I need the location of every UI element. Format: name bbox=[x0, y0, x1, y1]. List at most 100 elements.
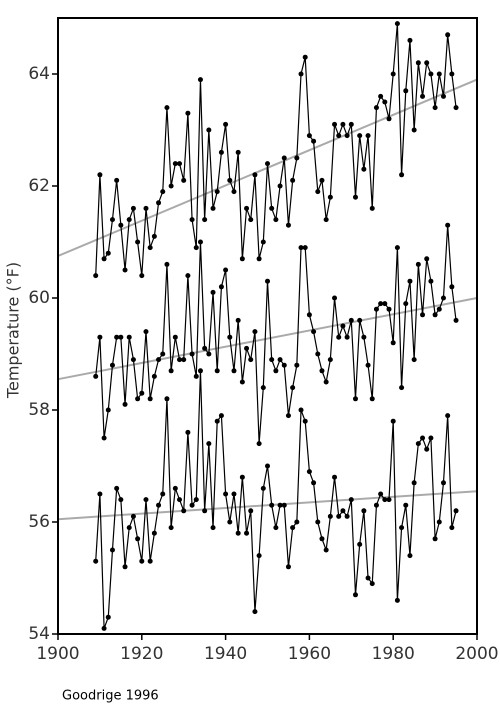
point bbox=[432, 105, 438, 111]
point bbox=[147, 558, 153, 564]
point bbox=[118, 497, 124, 503]
point bbox=[386, 497, 392, 503]
point bbox=[93, 558, 99, 564]
point bbox=[227, 519, 233, 525]
point bbox=[386, 116, 392, 122]
point bbox=[193, 245, 199, 251]
point bbox=[285, 413, 291, 419]
point bbox=[327, 357, 333, 363]
point bbox=[365, 362, 371, 368]
point bbox=[348, 317, 354, 323]
line bbox=[57, 490, 478, 521]
point bbox=[390, 418, 396, 424]
point bbox=[114, 177, 120, 183]
point bbox=[403, 502, 409, 508]
point bbox=[348, 497, 354, 503]
point bbox=[265, 161, 270, 167]
point bbox=[369, 581, 375, 587]
point bbox=[177, 161, 183, 167]
point bbox=[399, 525, 405, 531]
point bbox=[197, 368, 203, 374]
point bbox=[239, 256, 245, 262]
point bbox=[348, 121, 354, 127]
point bbox=[336, 334, 342, 340]
point bbox=[193, 497, 199, 503]
point bbox=[277, 357, 283, 363]
point bbox=[130, 205, 136, 211]
point bbox=[323, 547, 329, 553]
point bbox=[273, 525, 279, 531]
x-tick-label: 1960 bbox=[288, 644, 331, 664]
point bbox=[361, 334, 367, 340]
point bbox=[109, 547, 115, 553]
point bbox=[164, 396, 170, 402]
point bbox=[185, 273, 191, 279]
point bbox=[277, 502, 283, 508]
point bbox=[164, 105, 170, 111]
point bbox=[206, 127, 212, 133]
point bbox=[252, 329, 258, 335]
point bbox=[239, 474, 245, 480]
point bbox=[122, 267, 128, 273]
annotation: Goodrige 1996 bbox=[62, 689, 159, 704]
point bbox=[223, 491, 229, 497]
point bbox=[168, 525, 174, 531]
point bbox=[223, 121, 229, 127]
point bbox=[373, 306, 379, 312]
point bbox=[248, 217, 254, 223]
point bbox=[97, 491, 103, 497]
point bbox=[235, 317, 241, 323]
point bbox=[185, 429, 191, 435]
point bbox=[298, 71, 304, 77]
point bbox=[420, 93, 426, 99]
point bbox=[139, 390, 145, 396]
point bbox=[122, 564, 128, 570]
point bbox=[382, 497, 388, 503]
point bbox=[239, 379, 245, 385]
point bbox=[361, 166, 367, 172]
point bbox=[273, 217, 279, 223]
x-tick-label: 2000 bbox=[455, 644, 498, 664]
point bbox=[327, 194, 333, 200]
point bbox=[340, 121, 346, 127]
point bbox=[109, 362, 115, 368]
point bbox=[97, 334, 103, 340]
point bbox=[369, 396, 375, 402]
point bbox=[101, 625, 107, 631]
point bbox=[386, 306, 392, 312]
point bbox=[294, 155, 300, 161]
line bbox=[95, 225, 457, 444]
point bbox=[449, 284, 455, 290]
point bbox=[269, 357, 275, 363]
point bbox=[93, 373, 99, 379]
point bbox=[428, 278, 434, 284]
point bbox=[147, 245, 153, 251]
point bbox=[285, 564, 291, 570]
point bbox=[420, 435, 426, 441]
point bbox=[382, 99, 388, 105]
point bbox=[122, 401, 128, 407]
point bbox=[407, 278, 413, 284]
point bbox=[315, 189, 321, 195]
point bbox=[256, 441, 262, 447]
point bbox=[252, 609, 258, 615]
point bbox=[118, 334, 124, 340]
y-axis-label: Temperature (°F) bbox=[4, 262, 23, 399]
point bbox=[206, 441, 212, 447]
point bbox=[415, 261, 421, 267]
point bbox=[407, 37, 413, 43]
point bbox=[336, 133, 342, 139]
point bbox=[156, 502, 162, 508]
point bbox=[151, 233, 157, 239]
point bbox=[453, 317, 459, 323]
point bbox=[302, 245, 308, 251]
plot-frame bbox=[57, 17, 478, 635]
point bbox=[214, 189, 220, 195]
point bbox=[319, 177, 325, 183]
point bbox=[126, 525, 132, 531]
point bbox=[114, 334, 120, 340]
point bbox=[319, 536, 325, 542]
point bbox=[269, 205, 275, 211]
point bbox=[273, 368, 279, 374]
point bbox=[323, 217, 329, 223]
